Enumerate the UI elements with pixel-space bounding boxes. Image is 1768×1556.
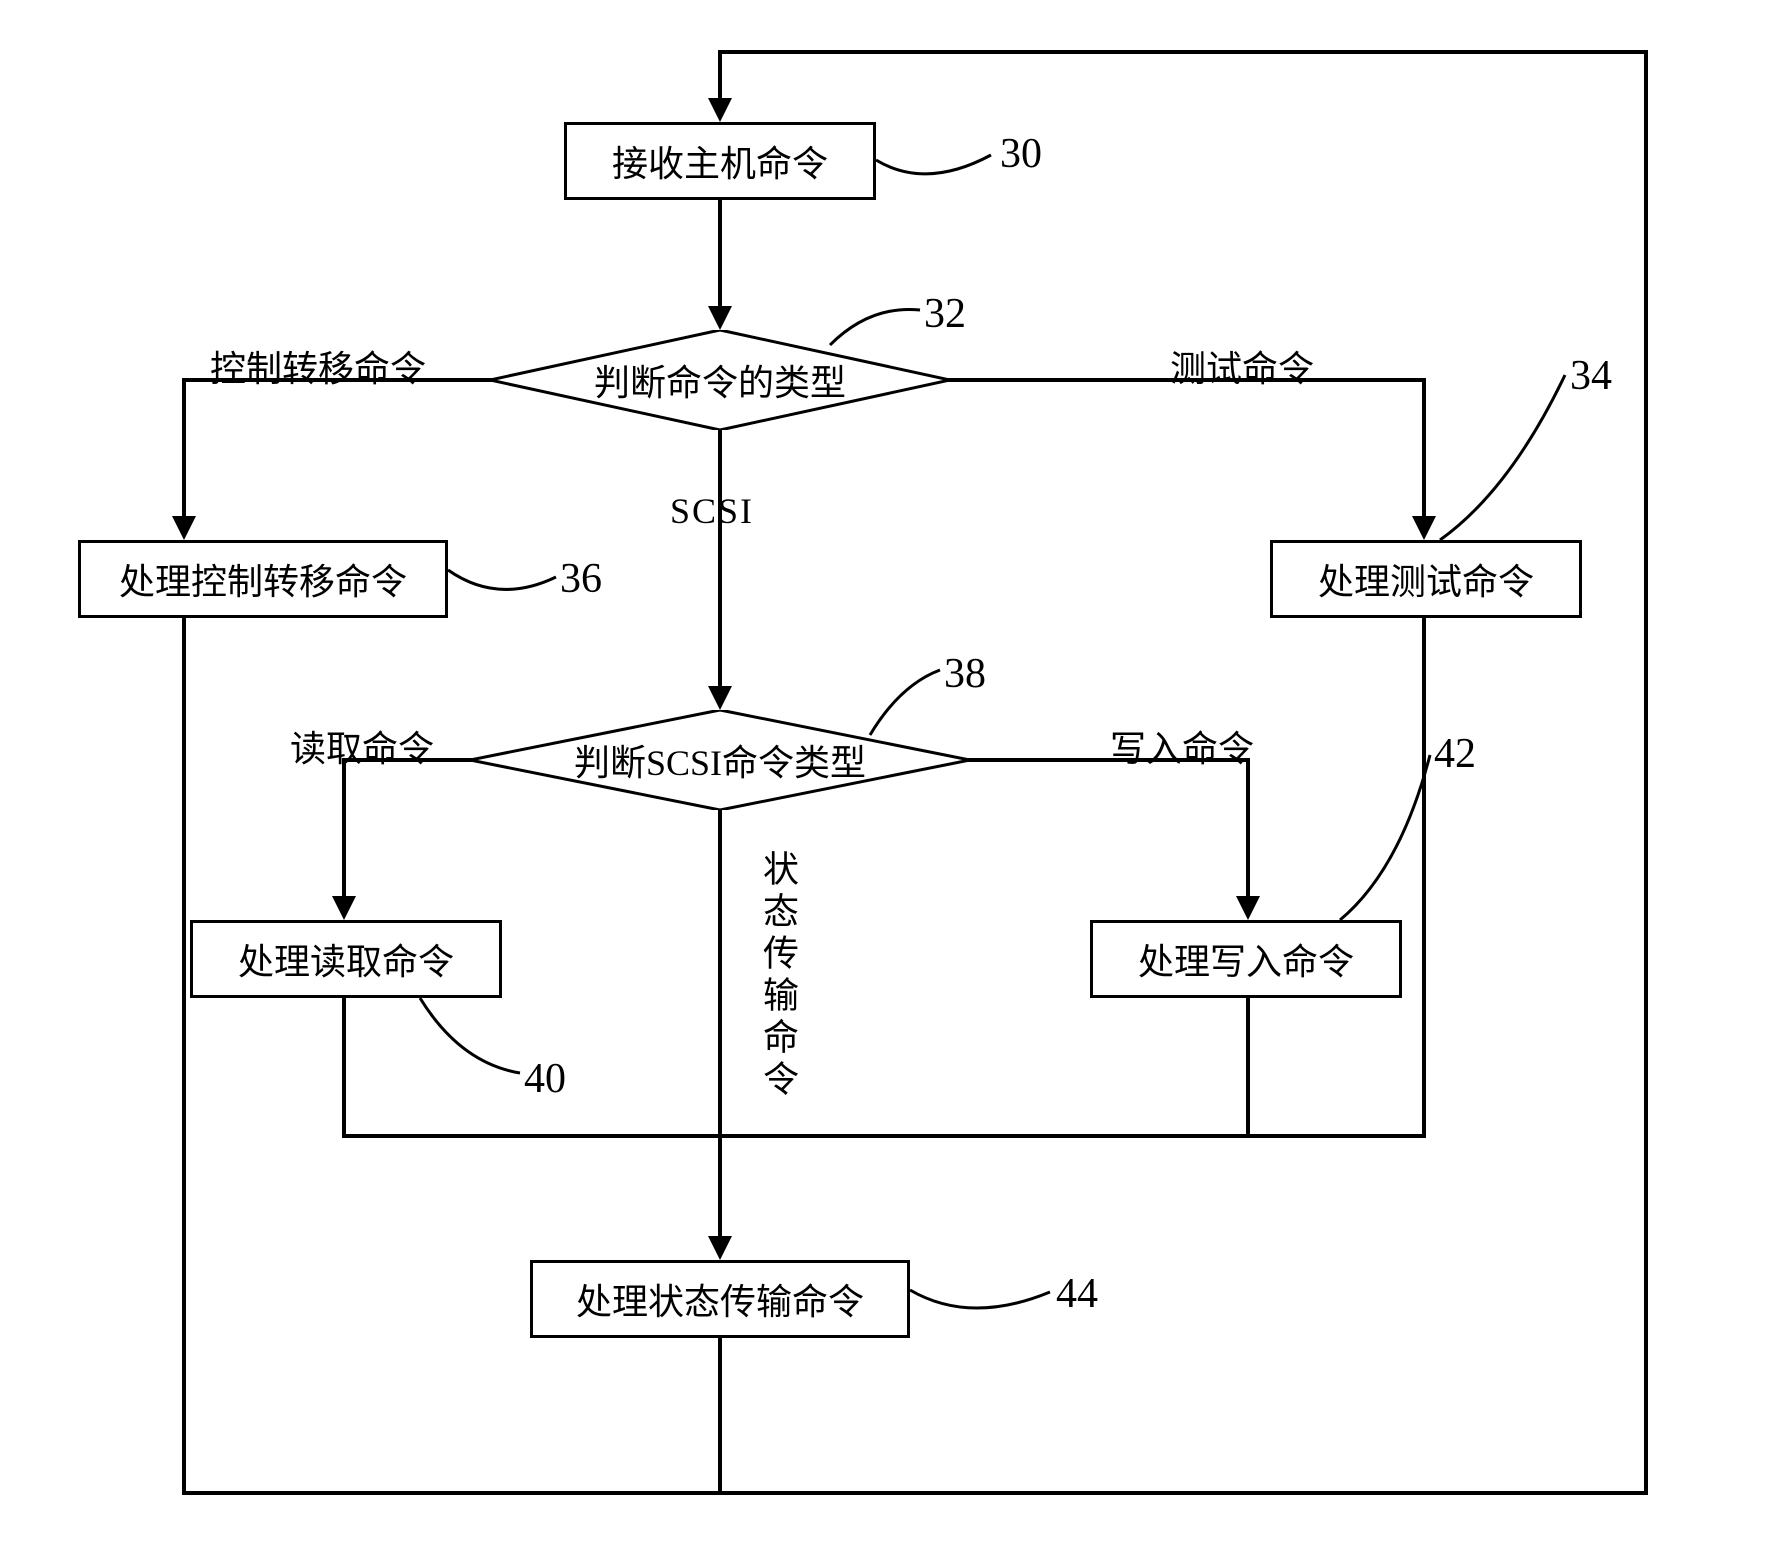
leader-36: [448, 555, 568, 605]
edge-34-down: [1422, 618, 1426, 1138]
edge-32-right-h: [948, 378, 1426, 382]
ref-42: 42: [1434, 730, 1476, 778]
leader-34: [1440, 370, 1580, 550]
arrow-32-38: [708, 686, 732, 710]
edge-38-left-h: [342, 758, 472, 762]
edge-32-left-h: [182, 378, 492, 382]
edge-label-control-transfer: 控制转移命令: [210, 340, 426, 392]
edge-32-right-v: [1422, 378, 1426, 520]
node-label: 处理控制转移命令: [119, 553, 407, 605]
node-label: 处理读取命令: [238, 933, 454, 985]
edge-34-merge-h: [1246, 1134, 1426, 1138]
edge-label-read-cmd: 读取命令: [290, 720, 434, 772]
node-process-control-transfer: 处理控制转移命令: [78, 540, 448, 618]
edge-30-32: [718, 200, 722, 310]
edge-38-right-h: [968, 758, 1250, 762]
arrow-into-n36: [172, 516, 196, 540]
arrow-into-n42: [1236, 896, 1260, 920]
edge-38-down: [718, 810, 722, 1138]
arrow-30-32: [708, 306, 732, 330]
leader-32: [830, 300, 930, 350]
leader-44: [910, 1270, 1060, 1320]
leader-40: [420, 998, 540, 1078]
node-label: 判断命令的类型: [594, 354, 846, 406]
edge-36-down: [182, 618, 186, 1495]
edge-32-38: [718, 430, 722, 690]
edge-label-status-transfer: 状态传输命令: [752, 850, 804, 1102]
leader-38: [870, 660, 950, 740]
node-label: 判断SCSI命令类型: [574, 734, 866, 786]
edge-label-test-cmd: 测试命令: [1170, 340, 1314, 392]
edge-label-write-cmd: 写入命令: [1110, 720, 1254, 772]
arrow-into-n44: [708, 1236, 732, 1260]
edge-loop-right-v: [1644, 50, 1648, 1495]
edge-40-down: [342, 998, 346, 1138]
node-process-read-cmd: 处理读取命令: [190, 920, 502, 998]
edge-loop-top-v: [718, 50, 722, 102]
node-label: 处理测试命令: [1318, 553, 1534, 605]
edge-38-right-v: [1246, 758, 1250, 900]
arrow-into-n40: [332, 896, 356, 920]
node-process-write-cmd: 处理写入命令: [1090, 920, 1402, 998]
edge-bottom-h: [182, 1491, 1648, 1495]
edge-32-left-v: [182, 378, 186, 520]
leader-30: [876, 140, 1006, 180]
node-process-test-cmd: 处理测试命令: [1270, 540, 1582, 618]
edge-label-scsi: SCSI: [670, 490, 754, 532]
edge-44-down: [718, 1338, 722, 1495]
edge-40-merge-h: [342, 1134, 722, 1138]
edge-42-down: [1246, 998, 1250, 1138]
edge-38-left-v: [342, 758, 346, 900]
node-process-status-transfer: 处理状态传输命令: [530, 1260, 910, 1338]
arrow-into-n34: [1412, 516, 1436, 540]
node-receive-host-cmd: 接收主机命令: [564, 122, 876, 200]
arrow-into-n30: [708, 98, 732, 122]
ref-44: 44: [1056, 1270, 1098, 1318]
node-label: 处理状态传输命令: [576, 1273, 864, 1325]
node-label: 处理写入命令: [1138, 933, 1354, 985]
edge-merge-44: [718, 1134, 722, 1240]
ref-38: 38: [944, 650, 986, 698]
ref-32: 32: [924, 290, 966, 338]
node-label: 接收主机命令: [612, 135, 828, 187]
ref-30: 30: [1000, 130, 1042, 178]
edge-42-merge-h: [718, 1134, 1250, 1138]
edge-loop-top-h: [718, 50, 1648, 54]
